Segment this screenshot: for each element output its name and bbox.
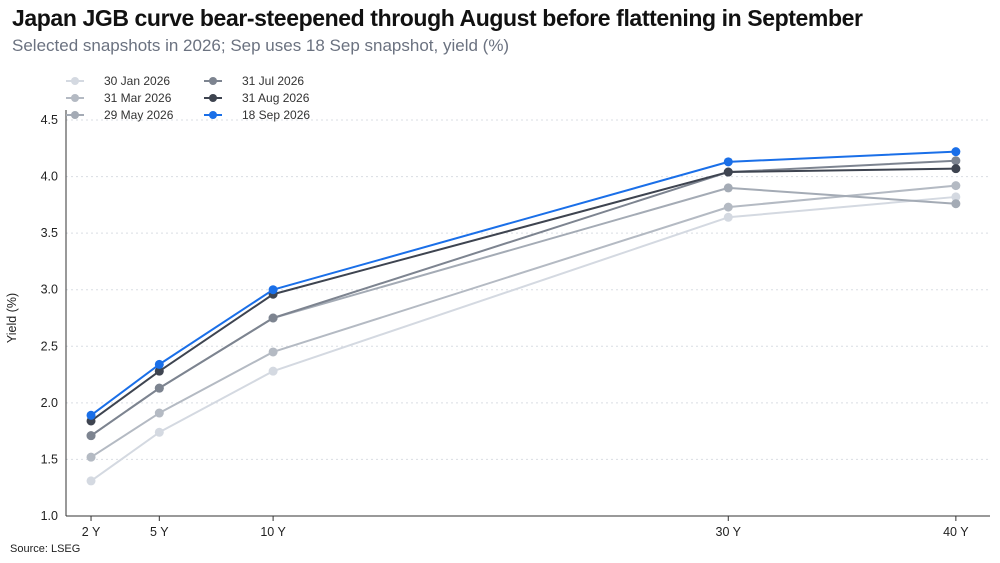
series-31-jul-2026 xyxy=(86,156,961,441)
y-tick-label: 3.5 xyxy=(41,226,58,240)
data-point xyxy=(723,157,733,167)
data-point xyxy=(268,366,278,376)
series-line xyxy=(90,195,956,482)
data-point xyxy=(154,359,164,369)
series-31-mar-2026 xyxy=(86,181,961,462)
x-tick-label: 40 Y xyxy=(943,525,969,539)
legend-swatch-marker xyxy=(71,94,79,102)
y-tick-label: 2.5 xyxy=(41,339,58,353)
data-point xyxy=(268,285,278,295)
series-lines xyxy=(86,147,961,486)
data-point xyxy=(154,408,164,418)
legend-swatch-marker xyxy=(209,77,217,85)
legend-item: 30 Jan 2026 xyxy=(66,74,170,88)
data-point xyxy=(86,476,96,486)
source-note: Source: LSEG xyxy=(10,543,81,555)
legend-label: 18 Sep 2026 xyxy=(242,108,310,122)
data-point xyxy=(723,183,733,193)
chart-subtitle: Selected snapshots in 2026; Sep uses 18 … xyxy=(12,36,510,55)
data-point xyxy=(951,192,961,202)
gridlines xyxy=(66,119,990,460)
data-point xyxy=(951,199,961,209)
x-tick-label: 10 Y xyxy=(260,525,286,539)
data-point xyxy=(723,202,733,212)
axes: 1.0 1.5 2.0 2.5 3.0 3.5 4.0 4.5 2 Y 5 Y 10 Y 30 Y 40… xyxy=(5,110,990,539)
data-point xyxy=(86,431,96,441)
data-point xyxy=(723,167,733,177)
legend-swatch-marker xyxy=(71,111,79,119)
legend-swatch-marker xyxy=(209,94,217,102)
y-tick-label: 1.5 xyxy=(41,452,58,466)
series-18-sep-2026 xyxy=(86,147,961,420)
data-point xyxy=(951,156,961,166)
legend-label: 31 Jul 2026 xyxy=(242,74,304,88)
data-point xyxy=(154,366,164,376)
x-tick-label: 5 Y xyxy=(150,525,169,539)
legend-swatch-marker xyxy=(209,111,217,119)
series-30-jan-2026 xyxy=(86,192,961,486)
legend-label: 29 May 2026 xyxy=(104,108,174,122)
legend-label: 31 Mar 2026 xyxy=(104,91,172,105)
y-axis-label: Yield (%) xyxy=(5,293,19,343)
y-tick-label: 2.0 xyxy=(41,396,58,410)
series-31-aug-2026 xyxy=(86,164,961,426)
y-tick-label: 3.0 xyxy=(41,283,58,297)
legend-label: 31 Aug 2026 xyxy=(242,91,310,105)
legend-swatch-marker xyxy=(71,77,79,85)
legend-item: 31 Mar 2026 xyxy=(66,91,172,105)
data-point xyxy=(723,212,733,222)
legend-item: 18 Sep 2026 xyxy=(204,108,310,122)
legend-item: 31 Aug 2026 xyxy=(204,91,310,105)
data-point xyxy=(951,147,961,157)
legend-item: 29 May 2026 xyxy=(66,108,174,122)
x-tick-label: 30 Y xyxy=(716,525,742,539)
data-point xyxy=(951,164,961,174)
data-point xyxy=(86,410,96,420)
data-point xyxy=(951,181,961,191)
series-line xyxy=(90,167,956,422)
legend-label: 30 Jan 2026 xyxy=(104,74,170,88)
y-tick-label: 4.0 xyxy=(41,170,58,184)
series-line xyxy=(90,150,956,417)
y-tick-label: 4.5 xyxy=(41,113,58,127)
legend: 30 Jan 2026 31 Mar 2026 29 May 2026 31 Jul … xyxy=(66,74,310,122)
y-tick-label: 1.0 xyxy=(41,509,58,523)
x-tick-label: 2 Y xyxy=(82,525,101,539)
series-line xyxy=(90,159,956,437)
legend-item: 31 Jul 2026 xyxy=(204,74,304,88)
data-point xyxy=(268,313,278,323)
data-point xyxy=(154,383,164,393)
data-point xyxy=(86,452,96,462)
chart-title: Japan JGB curve bear-steepened through A… xyxy=(12,5,863,31)
data-point xyxy=(154,427,164,437)
data-point xyxy=(268,347,278,357)
